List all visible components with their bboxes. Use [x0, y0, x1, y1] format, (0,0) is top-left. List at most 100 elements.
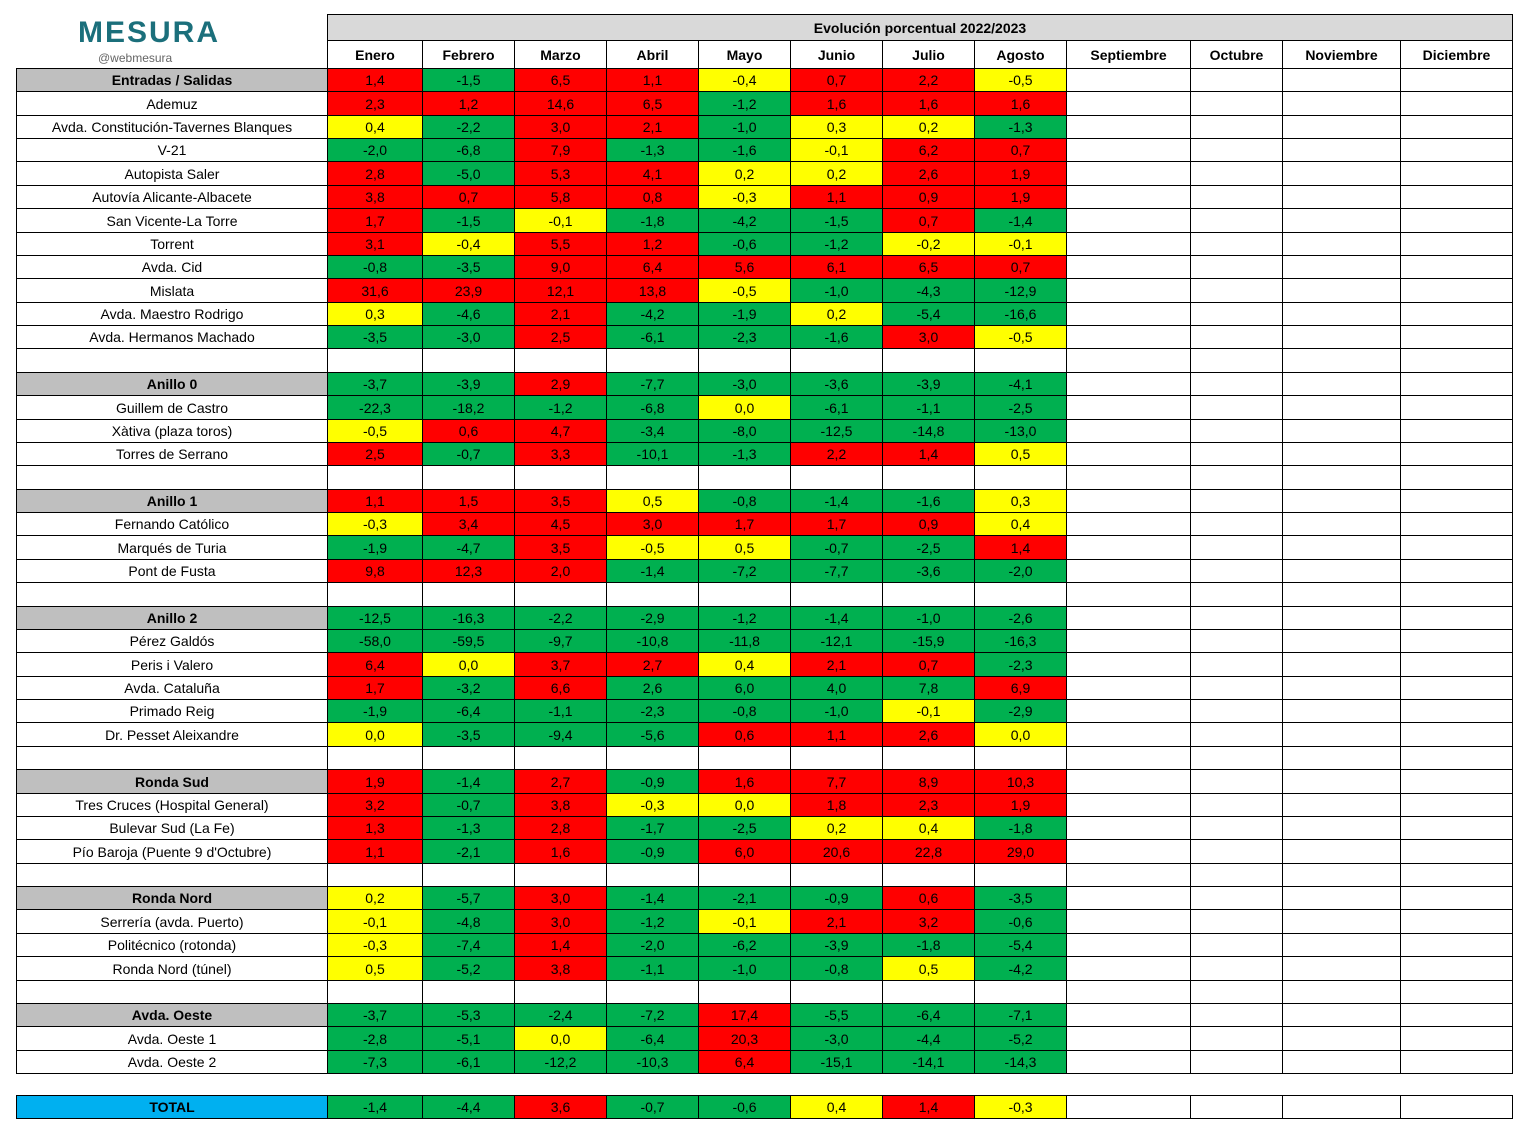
empty-cell	[1066, 489, 1191, 513]
value-cell: 5,8	[514, 185, 607, 209]
value-cell: 0,6	[882, 886, 975, 910]
value-cell: -10,1	[606, 442, 699, 466]
value-cell: 14,6	[514, 91, 607, 116]
empty-cell	[1190, 1003, 1283, 1027]
value-cell: -0,3	[327, 933, 423, 957]
value-cell: -0,8	[698, 699, 791, 723]
value-cell: 1,5	[422, 489, 515, 513]
empty-cell	[1282, 115, 1401, 139]
value-cell: 6,1	[790, 255, 883, 279]
value-cell: -5,2	[974, 1026, 1067, 1051]
blank-cell	[16, 582, 328, 607]
value-cell: 3,4	[422, 512, 515, 536]
value-cell: 0,7	[974, 255, 1067, 279]
empty-cell	[1400, 956, 1513, 981]
month-header: Septiembre	[1066, 40, 1191, 69]
value-cell: -2,5	[882, 535, 975, 560]
empty-cell	[1190, 372, 1283, 396]
empty-cell	[1190, 395, 1283, 420]
value-cell: 6,9	[974, 676, 1067, 700]
value-cell: 1,3	[327, 816, 423, 840]
total-cell: 1,4	[882, 1095, 975, 1119]
group-label: Entradas / Salidas	[16, 68, 328, 92]
value-cell: -3,6	[790, 372, 883, 396]
value-cell: 1,8	[790, 793, 883, 817]
blank-cell	[1400, 746, 1513, 770]
value-cell: -6,4	[882, 1003, 975, 1027]
blank-cell	[790, 980, 883, 1004]
value-cell: 3,1	[327, 232, 423, 256]
month-header: Abril	[606, 40, 699, 69]
value-cell: 6,0	[698, 839, 791, 864]
row-label: Dr. Pesset Aleixandre	[16, 722, 328, 747]
value-cell: -2,9	[606, 606, 699, 630]
value-cell: 2,3	[882, 793, 975, 817]
value-cell: 0,2	[790, 161, 883, 186]
value-cell: 5,6	[698, 255, 791, 279]
empty-cell	[1400, 1003, 1513, 1027]
value-cell: 0,4	[698, 652, 791, 677]
value-cell: 2,7	[514, 769, 607, 794]
value-cell: -2,8	[327, 1026, 423, 1051]
value-cell: -9,4	[514, 722, 607, 747]
value-cell: 0,3	[790, 115, 883, 139]
total-cell: -0,7	[606, 1095, 699, 1119]
blank-cell	[974, 980, 1067, 1004]
value-cell: -0,6	[698, 232, 791, 256]
value-cell: -1,8	[882, 933, 975, 957]
value-cell: -6,8	[606, 395, 699, 420]
empty-cell	[1066, 255, 1191, 279]
empty-cell	[1190, 115, 1283, 139]
value-cell: -0,5	[606, 535, 699, 560]
row-label: Avda. Oeste 2	[16, 1050, 328, 1074]
empty-cell	[1066, 839, 1191, 864]
row-label: Avda. Constitución-Tavernes Blanques	[16, 115, 328, 139]
blank-cell	[16, 465, 328, 490]
blank-cell	[882, 980, 975, 1004]
empty-cell	[1190, 302, 1283, 326]
empty-cell	[1190, 816, 1283, 840]
value-cell: 3,2	[327, 793, 423, 817]
value-cell: 1,7	[790, 512, 883, 536]
blank-cell	[606, 348, 699, 373]
value-cell: -0,3	[606, 793, 699, 817]
empty-cell	[1400, 535, 1513, 560]
group-label: Anillo 1	[16, 489, 328, 513]
value-cell: -3,4	[606, 419, 699, 443]
value-cell: -1,9	[327, 535, 423, 560]
empty-cell	[1190, 699, 1283, 723]
value-cell: 2,5	[327, 442, 423, 466]
blank-cell	[606, 582, 699, 607]
empty-cell	[1066, 886, 1191, 910]
blank-cell	[1190, 746, 1283, 770]
value-cell: 1,7	[698, 512, 791, 536]
blank-cell	[514, 348, 607, 373]
value-cell: -5,1	[422, 1026, 515, 1051]
value-cell: -6,1	[422, 1050, 515, 1074]
row-label: Politécnico (rotonda)	[16, 933, 328, 957]
empty-cell	[1282, 909, 1401, 934]
value-cell: 2,1	[514, 302, 607, 326]
empty-cell	[1400, 442, 1513, 466]
value-cell: 7,8	[882, 676, 975, 700]
empty-cell	[1282, 886, 1401, 910]
value-cell: -2,9	[974, 699, 1067, 723]
value-cell: 9,0	[514, 255, 607, 279]
value-cell: -0,7	[422, 793, 515, 817]
value-cell: 0,5	[882, 956, 975, 981]
empty-cell	[1066, 512, 1191, 536]
value-cell: -3,7	[327, 1003, 423, 1027]
empty-cell	[1190, 68, 1283, 92]
value-cell: 22,8	[882, 839, 975, 864]
empty-cell	[1066, 699, 1191, 723]
value-cell: -3,9	[882, 372, 975, 396]
value-cell: 0,4	[974, 512, 1067, 536]
value-cell: 0,2	[882, 115, 975, 139]
value-cell: -9,7	[514, 629, 607, 653]
empty-cell	[1066, 1026, 1191, 1051]
value-cell: -0,2	[882, 232, 975, 256]
empty-cell	[1190, 442, 1283, 466]
value-cell: -6,4	[606, 1026, 699, 1051]
value-cell: 7,9	[514, 138, 607, 162]
blank-cell	[1400, 582, 1513, 607]
